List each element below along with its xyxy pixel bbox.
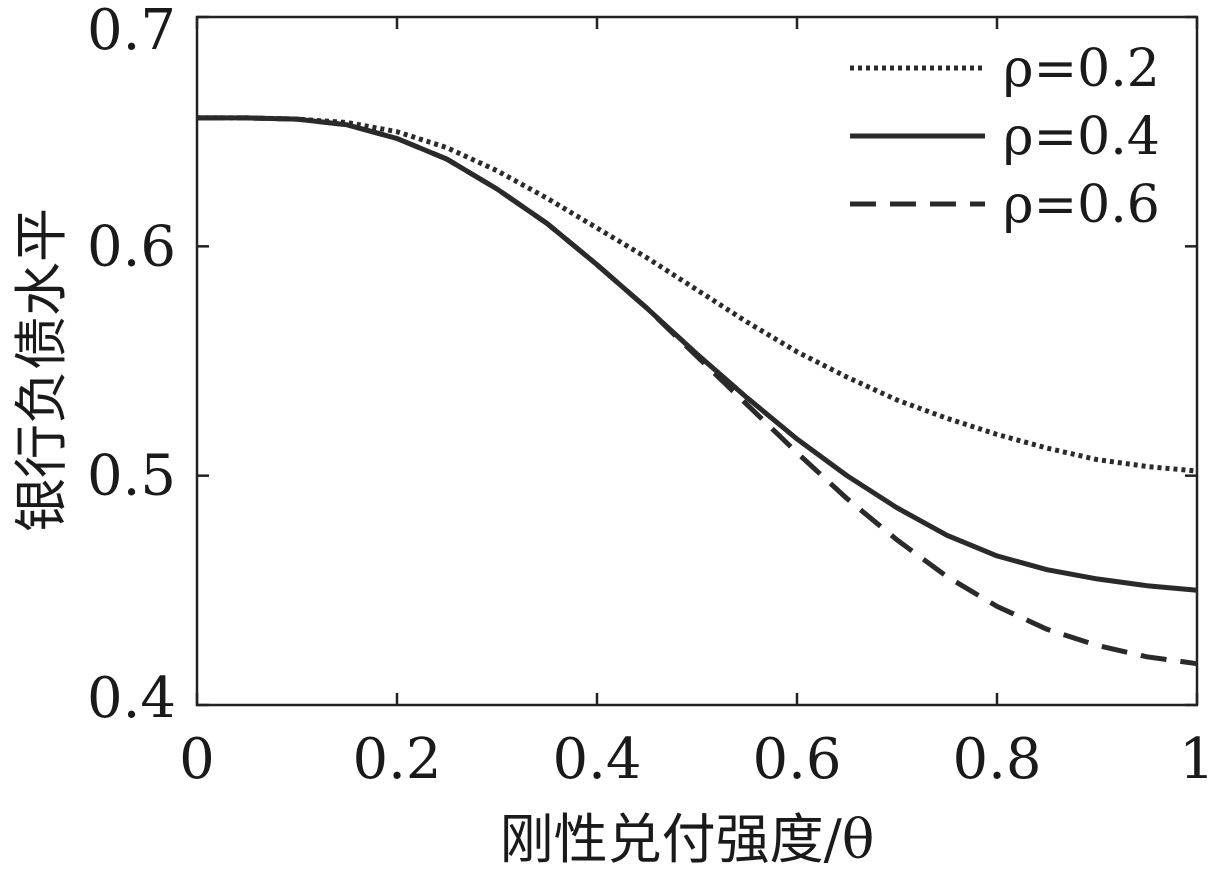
x-tick-label: 0.6 (752, 727, 841, 792)
x-axis-label: 刚性兑付强度/θ (500, 808, 875, 871)
y-tick-label: 0.6 (87, 214, 176, 279)
series-line-3 (197, 115, 1198, 667)
x-tick-label: 0.2 (352, 727, 441, 792)
legend: ρ=0.2 ρ=0.4 ρ=0.6 (850, 39, 1160, 235)
plot-frame (195, 15, 1199, 707)
series-layer (197, 115, 1198, 667)
x-tick-label: 0.8 (952, 727, 1041, 792)
series-line-1 (197, 115, 1198, 474)
x-tick-label: 1 (1179, 727, 1208, 792)
legend-label-2: ρ=0.4 (1003, 107, 1160, 167)
legend-label-1: ρ=0.2 (1003, 39, 1160, 99)
axis-ticks: 0 0.2 0.4 0.6 0.8 1 0.4 0.5 0.6 0.7 (87, 0, 1208, 792)
x-tick-label: 0 (179, 727, 215, 792)
y-tick-label: 0.4 (87, 666, 176, 731)
x-tick-label: 0.4 (552, 727, 641, 792)
y-tick-label: 0.7 (87, 0, 176, 63)
y-axis-label: 银行负债水平 (10, 208, 73, 532)
y-tick-label: 0.5 (87, 444, 176, 509)
legend-label-3: ρ=0.6 (1003, 175, 1160, 235)
